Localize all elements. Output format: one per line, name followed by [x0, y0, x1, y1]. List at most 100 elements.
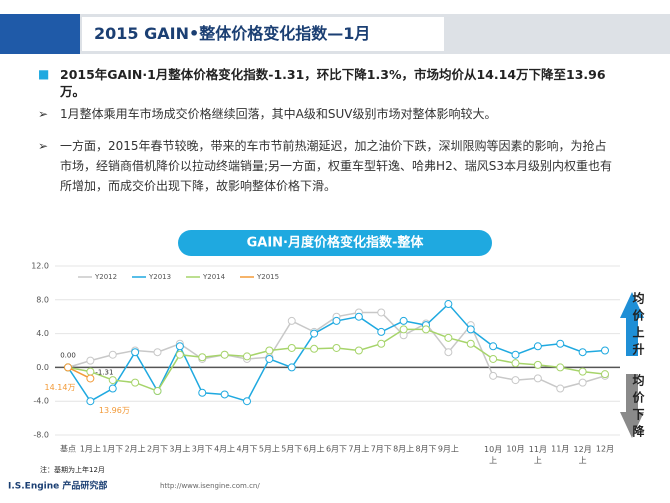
x-tick-label: 3月下: [192, 445, 213, 454]
point: [220, 350, 229, 359]
footer-org: I.S.Engine 产品研究部: [8, 480, 107, 492]
point: [377, 339, 386, 348]
point: [399, 325, 408, 334]
point: [354, 346, 363, 355]
series-line: [67, 366, 91, 380]
point: [578, 378, 587, 387]
point: [489, 371, 498, 380]
point: [533, 374, 542, 383]
chart-title: GAIN·月度价格变化指数-整体: [247, 235, 425, 251]
point: [511, 376, 520, 385]
data-label: -1.31: [95, 368, 113, 376]
point: [287, 363, 296, 372]
point: [265, 346, 274, 355]
x-tick-label: 基点: [60, 444, 76, 454]
data-label: 0.00: [60, 351, 76, 359]
x-tick-label: 4月上: [214, 445, 235, 454]
point: [153, 348, 162, 357]
header-title: 2015 GAIN•整体价格变化指数—1月: [82, 17, 444, 51]
note: 注：基期为上年12月: [40, 465, 105, 474]
annotation: 14.14万: [45, 383, 76, 392]
point: [354, 312, 363, 321]
bullet: ➢ 一方面，2015年春节较晚，带来的车市节前热潮延迟，加之油价下跌，深圳限购等因…: [38, 136, 615, 196]
x-tick-label: 5月下: [281, 445, 302, 454]
up-label: 均价上升: [631, 292, 645, 360]
point: [243, 352, 251, 361]
legend-label: Y2015: [256, 273, 279, 281]
point: [578, 348, 587, 357]
point: [444, 333, 453, 342]
point: [511, 350, 520, 359]
x-tick-label: 12月上: [574, 445, 592, 465]
point: [601, 370, 609, 379]
point: [444, 348, 453, 357]
y-tick-label: 0.0: [36, 363, 49, 372]
point: [131, 378, 140, 387]
x-tick-label: 9月上: [438, 445, 459, 454]
bullet: ➢ 1月整体乘用车市场成交价格继续回落，其中A级和SUV级别市场对整体影响较大。: [38, 106, 615, 123]
x-tick-label: 3月上: [169, 445, 190, 454]
point: [287, 343, 296, 352]
point: [108, 350, 117, 359]
y-tick-label: -4.0: [33, 397, 49, 406]
footer-url: http://www.isengine.com.cn/: [160, 482, 260, 490]
bullet-text: 1月整体乘用车市场成交价格继续回落，其中A级和SUV级别市场对整体影响较大。: [60, 107, 497, 121]
bullet-text: 2015年GAIN·1月整体价格变化指数-1.31，环比下降1.3%，市场均价从…: [60, 67, 606, 99]
x-tick-label: 8月下: [415, 445, 436, 454]
y-tick-label: -8.0: [33, 431, 49, 440]
point: [399, 316, 408, 325]
point: [108, 376, 117, 385]
bullet-marker: ■: [38, 67, 50, 81]
point: [153, 387, 162, 396]
header-block: [0, 14, 80, 54]
y-tick-label: 8.0: [36, 295, 49, 304]
legend-label: Y2013: [148, 273, 171, 281]
point: [108, 384, 117, 393]
point: [131, 348, 140, 357]
point: [556, 384, 565, 393]
point: [533, 342, 542, 351]
x-tick-label: 6月下: [326, 445, 347, 454]
bullet-marker: ➢: [38, 139, 49, 153]
point: [175, 350, 184, 359]
point: [287, 316, 296, 325]
x-tick-label: 10月: [506, 445, 524, 454]
point: [198, 353, 207, 362]
point: [310, 344, 319, 353]
legend-label: Y2012: [94, 273, 117, 281]
point: [86, 356, 95, 365]
annotation: 13.96万: [99, 406, 130, 415]
point: [86, 374, 95, 383]
bullet-text: 一方面，2015年春节较晚，带来的车市节前热潮延迟，加之油价下跌，深圳限购等因素…: [60, 139, 612, 193]
point: [332, 316, 341, 325]
chart-title-pill: [178, 230, 492, 256]
point: [220, 390, 229, 399]
down-arrow: [620, 374, 644, 438]
bullet: ■ 2015年GAIN·1月整体价格变化指数-1.31，环比下降1.3%，市场均价…: [38, 66, 615, 100]
y-tick-label: 12.0: [31, 262, 49, 271]
point: [332, 343, 341, 352]
down-label: 均价下降: [631, 374, 645, 442]
point: [86, 367, 95, 376]
point: [466, 339, 475, 348]
x-tick-label: 1月上: [80, 445, 101, 454]
x-tick-label: 4月下: [236, 445, 257, 454]
point: [265, 354, 274, 363]
x-tick-label: 6月上: [304, 445, 325, 454]
point: [377, 327, 386, 336]
x-tick-label: 2月上: [125, 445, 146, 454]
bullet-marker: ➢: [38, 107, 49, 121]
point: [86, 397, 95, 406]
x-tick-label: 7月下: [371, 445, 392, 454]
point: [556, 363, 565, 372]
point: [556, 339, 565, 348]
point: [310, 329, 319, 338]
point: [377, 308, 386, 317]
point: [533, 360, 542, 369]
point: [198, 388, 207, 397]
point: [489, 354, 498, 363]
point: [489, 342, 498, 351]
x-tick-label: 7月上: [348, 445, 369, 454]
point: [601, 346, 609, 355]
